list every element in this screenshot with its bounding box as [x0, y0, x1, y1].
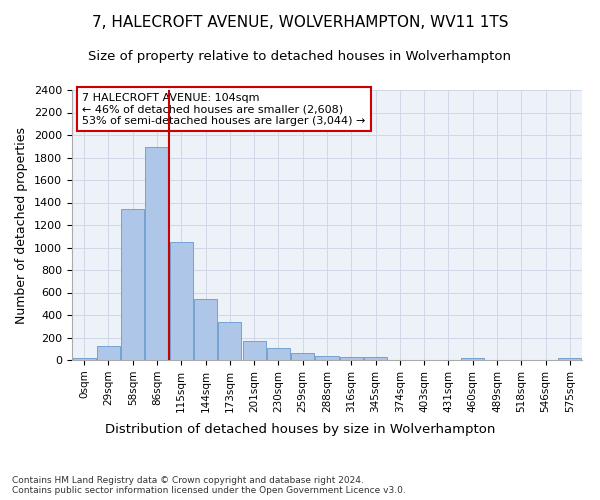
- Text: Contains HM Land Registry data © Crown copyright and database right 2024.
Contai: Contains HM Land Registry data © Crown c…: [12, 476, 406, 495]
- Bar: [559, 358, 581, 360]
- Bar: [170, 242, 193, 360]
- Bar: [461, 358, 484, 360]
- Bar: [267, 348, 290, 360]
- Text: 7 HALECROFT AVENUE: 104sqm
← 46% of detached houses are smaller (2,608)
53% of s: 7 HALECROFT AVENUE: 104sqm ← 46% of deta…: [82, 92, 365, 126]
- Bar: [73, 358, 95, 360]
- Bar: [340, 356, 363, 360]
- Bar: [194, 298, 217, 360]
- Bar: [364, 357, 387, 360]
- Text: 7, HALECROFT AVENUE, WOLVERHAMPTON, WV11 1TS: 7, HALECROFT AVENUE, WOLVERHAMPTON, WV11…: [92, 15, 508, 30]
- Text: Distribution of detached houses by size in Wolverhampton: Distribution of detached houses by size …: [105, 422, 495, 436]
- Bar: [316, 356, 338, 360]
- Text: Size of property relative to detached houses in Wolverhampton: Size of property relative to detached ho…: [89, 50, 511, 63]
- Bar: [145, 148, 169, 360]
- Y-axis label: Number of detached properties: Number of detached properties: [16, 126, 28, 324]
- Bar: [291, 353, 314, 360]
- Bar: [121, 209, 144, 360]
- Bar: [218, 322, 241, 360]
- Bar: [97, 346, 120, 360]
- Bar: [242, 341, 266, 360]
